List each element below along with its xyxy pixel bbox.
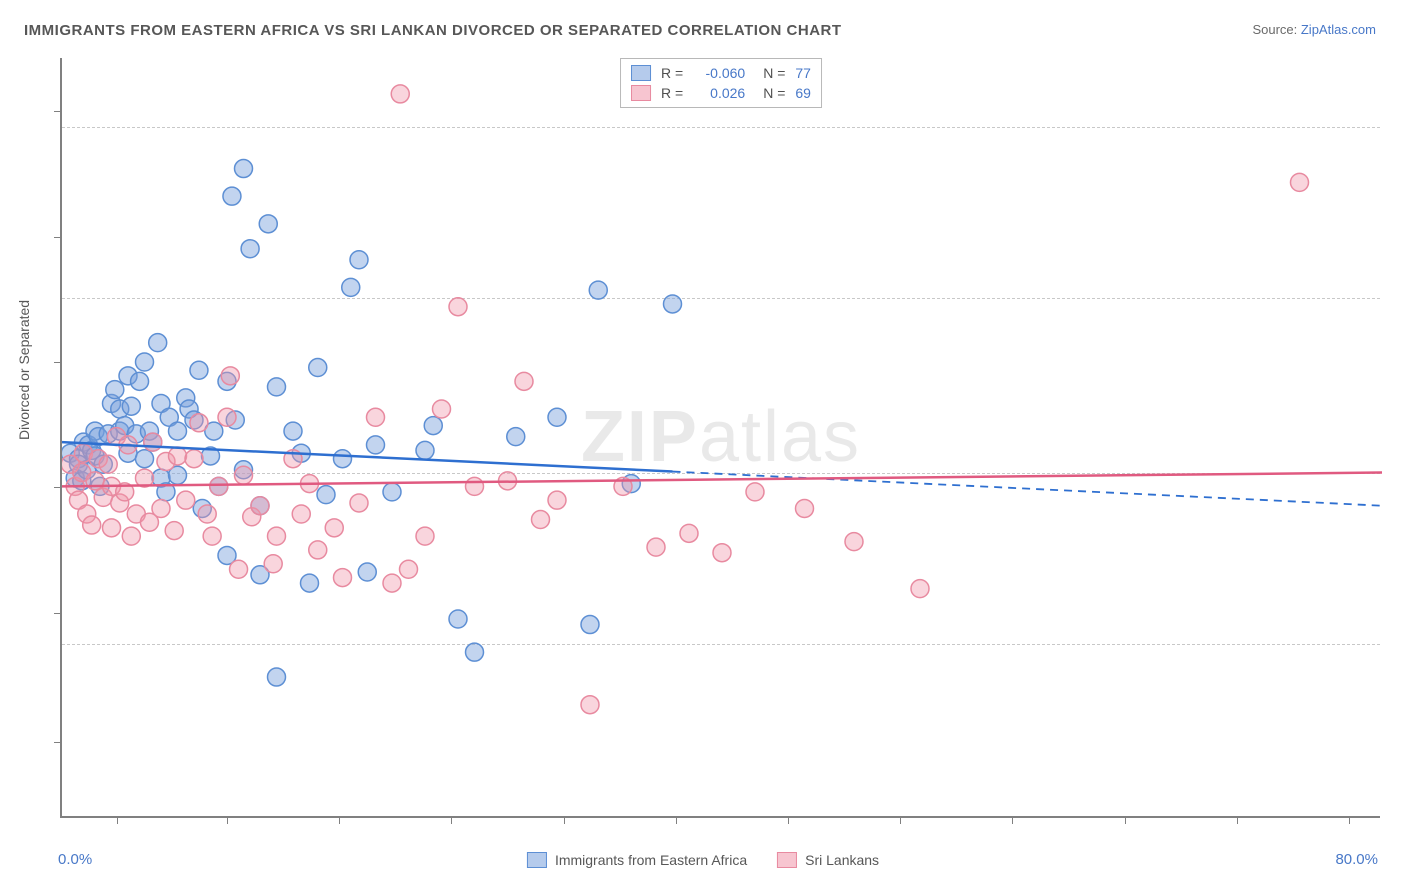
y-tick [54, 742, 62, 743]
correlation-legend: R = -0.060 N = 77 R = 0.026 N = 69 [620, 58, 822, 108]
chart-container: IMMIGRANTS FROM EASTERN AFRICA VS SRI LA… [0, 0, 1406, 892]
source-label: Source: ZipAtlas.com [1252, 22, 1376, 37]
y-tick [54, 362, 62, 363]
legend-swatch [631, 85, 651, 101]
legend-row: R = -0.060 N = 77 [631, 63, 811, 83]
series-legend: Immigrants from Eastern Africa Sri Lankan… [517, 852, 889, 868]
y-tick [54, 487, 62, 488]
n-label: N = [763, 65, 785, 81]
plot-area: ZIPatlas R =-0.060N =77R =0.026N =69 6.3… [60, 58, 1380, 818]
n-label: N = [763, 85, 785, 101]
y-tick [54, 111, 62, 112]
trend-lines [62, 58, 1382, 818]
x-axis-min-label: 0.0% [58, 851, 92, 868]
legend-swatch [777, 852, 797, 868]
x-axis-max-label: 80.0% [1335, 851, 1378, 868]
r-label: R = [661, 65, 683, 81]
series-legend-label: Immigrants from Eastern Africa [555, 852, 747, 868]
trend-line-solid [62, 442, 673, 471]
r-value: -0.060 [693, 65, 745, 81]
series-legend-label: Sri Lankans [805, 852, 879, 868]
legend-row: R = 0.026 N = 69 [631, 83, 811, 103]
legend-swatch [631, 65, 651, 81]
series-legend-item: Immigrants from Eastern Africa [527, 852, 747, 868]
legend-swatch [527, 852, 547, 868]
y-axis-label: Divorced or Separated [16, 300, 32, 440]
r-label: R = [661, 85, 683, 101]
r-value: 0.026 [693, 85, 745, 101]
n-value: 77 [795, 65, 811, 81]
y-tick [54, 613, 62, 614]
series-legend-item: Sri Lankans [777, 852, 879, 868]
chart-title: IMMIGRANTS FROM EASTERN AFRICA VS SRI LA… [24, 22, 842, 39]
y-tick [54, 237, 62, 238]
source-link[interactable]: ZipAtlas.com [1301, 22, 1376, 37]
n-value: 69 [795, 85, 811, 101]
